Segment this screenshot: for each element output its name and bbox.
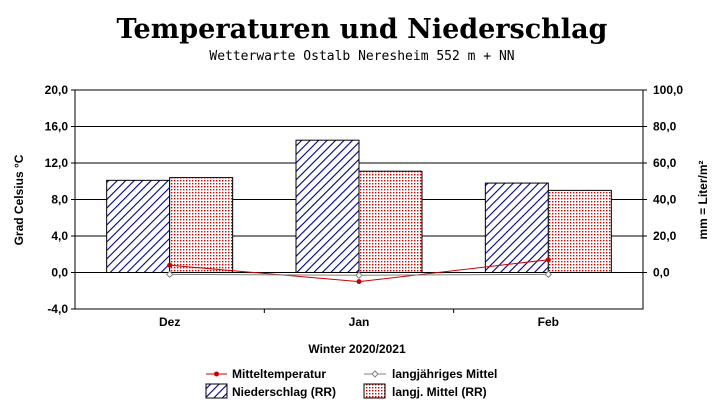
category-label: Dez <box>159 315 180 329</box>
data-point <box>355 271 363 279</box>
category-label: Jan <box>349 315 370 329</box>
right-axis-label: mm = Liter/m² <box>696 160 710 239</box>
series-lines <box>165 257 553 285</box>
data-point <box>356 279 362 285</box>
right-axis-ticks: 100,0 80,0 60,0 40,0 20,0 0,0 <box>643 83 683 280</box>
legend-label-langjaehriges-mittel: langjähriges Mittel <box>392 367 497 381</box>
bar <box>484 182 549 273</box>
legend-item-langj-mittel-rr: langj. Mittel (RR) <box>363 383 487 399</box>
right-tick-label: 0,0 <box>653 266 670 280</box>
x-axis-label: Winter 2020/2021 <box>308 342 406 356</box>
left-axis-ticks: 20,0 16,0 12,0 8,0 4,0 0,0 -4,0 <box>45 83 75 316</box>
right-tick-label: 40,0 <box>653 193 677 207</box>
right-tick-label: 20,0 <box>653 229 677 243</box>
bar <box>547 189 612 273</box>
data-point <box>167 262 173 268</box>
data-point <box>544 270 553 279</box>
bar <box>295 139 360 273</box>
legend-label-niederschlag: Niederschlag (RR) <box>232 385 336 399</box>
data-point <box>545 257 551 263</box>
right-tick-label: 80,0 <box>653 120 677 134</box>
legend-marker-langjaehriges-mittel <box>371 370 379 378</box>
chart-subtitle: Wetterwarte Ostalb Neresheim 552 m + NN <box>209 49 514 64</box>
legend-marker-mitteltemperatur <box>214 371 219 377</box>
left-tick-label: 8,0 <box>51 193 68 207</box>
left-tick-label: 0,0 <box>51 266 68 280</box>
legend-swatch-langj-mittel-rr <box>363 383 386 399</box>
legend-label-mitteltemperatur: Mitteltemperatur <box>232 367 326 381</box>
legend-item-langjaehriges-mittel: langjähriges Mittel <box>364 367 497 381</box>
left-axis-label: Grad Celsius °C <box>12 154 26 245</box>
bar <box>106 179 171 273</box>
left-tick-label: -4,0 <box>47 302 68 316</box>
left-tick-label: 12,0 <box>45 156 69 170</box>
left-tick-label: 4,0 <box>51 229 68 243</box>
legend: Mitteltemperatur langjähriges Mittel Nie… <box>205 367 497 399</box>
right-tick-label: 60,0 <box>653 156 677 170</box>
left-tick-label: 20,0 <box>45 83 69 97</box>
category-axis-ticks: Dez Jan Feb <box>159 309 559 329</box>
bar <box>169 177 234 274</box>
category-label: Feb <box>538 315 559 329</box>
bars <box>106 139 612 274</box>
chart-title: Temperaturen und Niederschlag <box>117 14 608 45</box>
bar <box>358 170 423 273</box>
left-tick-label: 16,0 <box>45 120 69 134</box>
legend-swatch-niederschlag <box>205 383 228 399</box>
legend-item-mitteltemperatur: Mitteltemperatur <box>206 367 326 381</box>
data-point <box>165 270 174 279</box>
legend-label-langj-mittel-rr: langj. Mittel (RR) <box>392 385 487 399</box>
right-tick-label: 100,0 <box>653 83 683 97</box>
legend-item-niederschlag: Niederschlag (RR) <box>205 383 336 399</box>
